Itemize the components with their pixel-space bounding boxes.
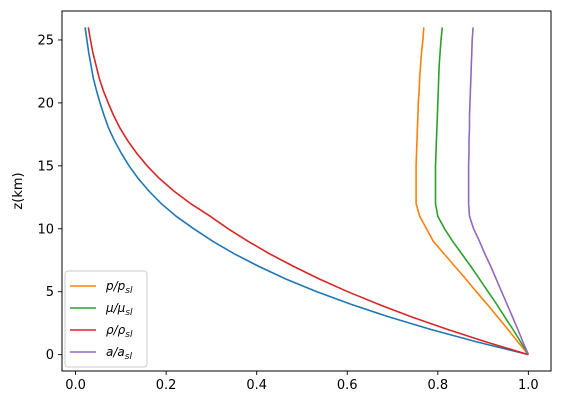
y-tick-label: 5	[46, 285, 54, 300]
series-line-1	[415, 27, 530, 356]
series-line-0	[84, 27, 529, 356]
legend-label: ρ/ρsl	[106, 323, 133, 340]
legend-label: a/asl	[106, 345, 132, 362]
x-tick-label: 0.2	[156, 378, 177, 393]
y-tick-label: 20	[37, 96, 54, 111]
x-tick-label: 0.8	[427, 378, 448, 393]
y-axis: 0 5 10 15 20 25	[37, 33, 62, 363]
x-tick-label: 0.0	[65, 378, 86, 393]
x-tick-label: 0.6	[337, 378, 358, 393]
legend-label: p/psl	[105, 279, 133, 296]
y-tick-label: 10	[37, 222, 54, 237]
series-line-2	[434, 27, 530, 356]
x-tick-label: 1.0	[518, 378, 539, 393]
y-tick-label: 15	[37, 159, 54, 174]
series-line-4	[467, 27, 530, 355]
x-axis: 0.0 0.2 0.4 0.6 0.8 1.0	[65, 371, 539, 393]
plot-frame	[61, 10, 552, 372]
series-line-3	[87, 27, 529, 356]
legend: p/psl μ/μsl ρ/ρsl a/asl	[64, 270, 148, 368]
series-layer	[84, 27, 530, 356]
y-axis-label: z(km)	[11, 172, 26, 209]
y-tick-label: 25	[37, 33, 54, 48]
legend-label: μ/μsl	[105, 301, 133, 318]
x-tick-label: 0.4	[246, 378, 267, 393]
y-tick-label: 0	[46, 348, 54, 363]
legend-box	[64, 270, 148, 368]
